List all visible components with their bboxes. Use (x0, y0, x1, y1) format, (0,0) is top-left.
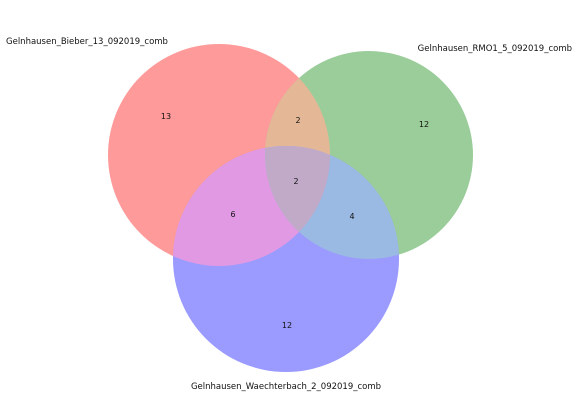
region-only-3-count: 12 (282, 321, 292, 330)
region-only-1-count: 13 (161, 112, 171, 121)
region-set2-set3 (265, 146, 399, 259)
region-2-3-count: 4 (349, 212, 354, 221)
region-1-2-count: 2 (295, 116, 300, 125)
set-3-label: Gelnhausen_Waechterbach_2_092019_comb (191, 382, 381, 392)
region-only-2-count: 12 (419, 120, 429, 129)
set-2-label: Gelnhausen_RMO1_5_092019_comb (418, 44, 572, 54)
region-1-3-count: 6 (230, 210, 235, 219)
set-1-label: Gelnhausen_Bieber_13_092019_comb (6, 37, 168, 47)
region-1-2-3-count: 2 (293, 177, 298, 186)
